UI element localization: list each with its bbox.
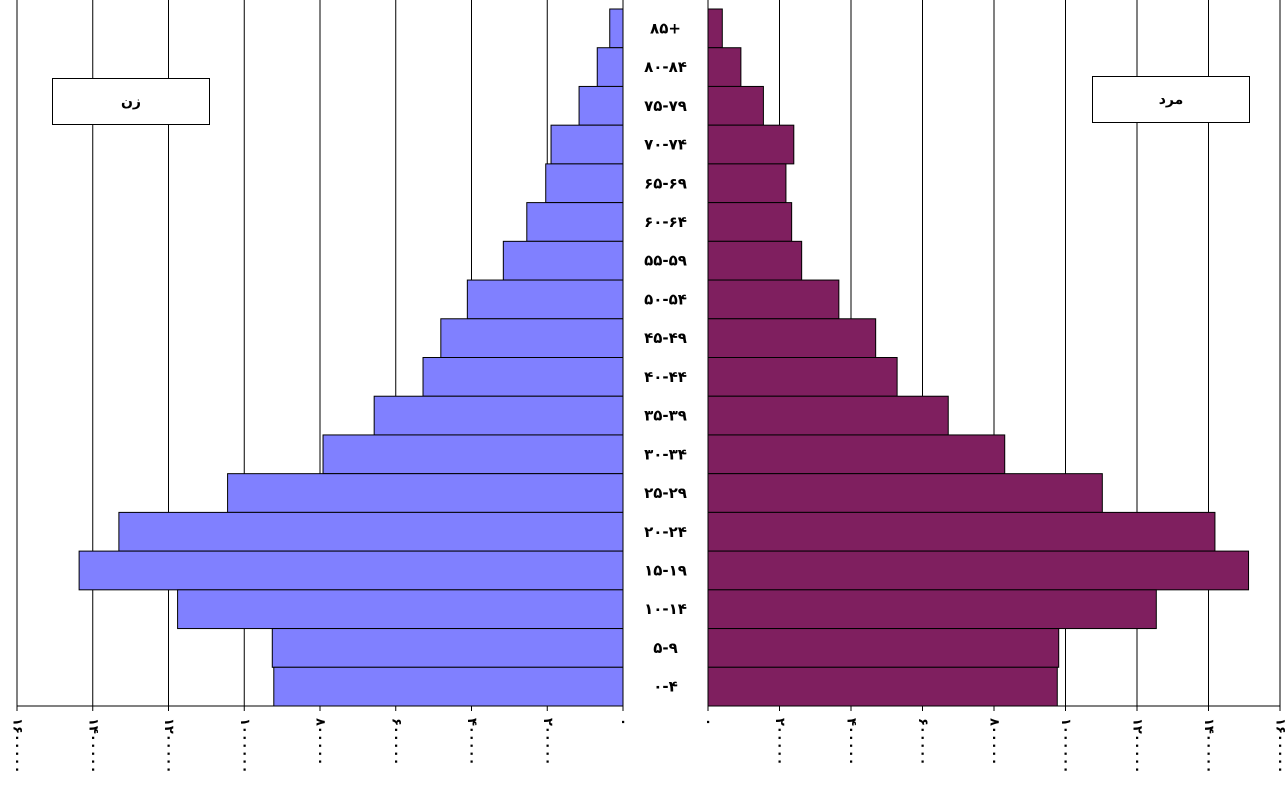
female-axis-tick-label: ۲۰۰۰۰۰ xyxy=(540,718,555,766)
bar-female xyxy=(609,8,624,49)
bar-female xyxy=(545,163,624,204)
bar-male xyxy=(707,628,1060,668)
female-axis-tick-label: ۸۰۰۰۰۰ xyxy=(313,718,328,766)
bar-female xyxy=(273,666,624,707)
bar-female xyxy=(177,589,624,630)
bar-male xyxy=(707,85,764,126)
bar-female xyxy=(550,124,624,165)
bar-male xyxy=(707,318,877,358)
bar-female xyxy=(596,47,624,87)
age-group-label: ۶۵-۶۹ xyxy=(644,174,687,192)
bar-male xyxy=(707,8,723,49)
bar-male xyxy=(707,589,1157,630)
bar-female xyxy=(466,279,624,320)
female-axis-tick-label: ۱۴۰۰۰۰۰ xyxy=(85,718,100,774)
male-axis-tick-label: ۰ xyxy=(701,718,716,726)
age-labels: ۸۵+ ۸۰-۸۴ ۷۵-۷۹ ۷۰-۷۴ ۶۵-۶۹ ۶۰-۶۴ ۵۵-۵۹ ۵۰-۵۴ ۴۵… xyxy=(644,19,687,695)
female-axis-tick-label: ۱۲۰۰۰۰۰ xyxy=(161,718,176,774)
age-group-label: ۸۵+ xyxy=(650,19,681,37)
female-axis-tick-label: ۶۰۰۰۰۰ xyxy=(388,718,403,766)
bar-male xyxy=(707,163,787,204)
bar-male xyxy=(707,550,1250,591)
bar-male xyxy=(707,240,803,281)
male-axis-tick-label: ۱۴۰۰۰۰۰ xyxy=(1201,718,1216,774)
bar-male xyxy=(707,47,742,87)
bar-male xyxy=(707,666,1058,707)
age-group-label: ۶۰-۶۴ xyxy=(644,213,687,231)
age-group-label: ۷۰-۷۴ xyxy=(644,136,687,154)
age-group-label: ۸۰-۸۴ xyxy=(644,58,687,76)
female-axis-tick-label: ۱۰۰۰۰۰۰ xyxy=(237,718,252,774)
male-axis-tick-label: ۴۰۰۰۰۰ xyxy=(844,718,859,766)
bar-male xyxy=(707,202,793,242)
axes xyxy=(16,0,1281,711)
bar-female xyxy=(78,550,624,591)
bar-male xyxy=(707,357,898,397)
age-group-label: ۵۵-۵۹ xyxy=(644,252,687,270)
male-axis-tick-label: ۲۰۰۰۰۰ xyxy=(772,718,787,766)
bar-female xyxy=(440,318,624,358)
age-group-label: ۱۵-۱۹ xyxy=(644,561,687,579)
age-group-label: ۵۰-۵۴ xyxy=(644,290,687,308)
bar-male xyxy=(707,473,1103,513)
male-axis-tick-label: ۱۰۰۰۰۰۰ xyxy=(1058,718,1073,774)
bar-male xyxy=(707,434,1006,475)
bar-female xyxy=(322,434,624,475)
age-group-label: ۰-۴ xyxy=(653,678,678,696)
bar-female xyxy=(227,473,624,513)
bar-female xyxy=(502,240,624,281)
age-group-label: ۴۵-۴۹ xyxy=(644,329,687,347)
legend-female: زن xyxy=(52,78,210,125)
bar-female xyxy=(373,395,624,436)
age-group-label: ۱۰-۱۴ xyxy=(644,600,687,618)
age-group-label: ۵-۹ xyxy=(653,639,678,657)
bar-female xyxy=(526,202,624,242)
female-axis-tick-label: ۱۶۰۰۰۰۰ xyxy=(10,718,25,774)
male-axis-tick-label: ۱۶۰۰۰۰۰ xyxy=(1273,718,1285,774)
bar-female xyxy=(422,357,624,397)
bar-male xyxy=(707,124,795,165)
male-axis-tick-label: ۱۲۰۰۰۰۰ xyxy=(1130,718,1145,774)
age-group-label: ۷۵-۷۹ xyxy=(644,97,687,115)
age-group-label: ۴۰-۴۴ xyxy=(644,368,687,386)
male-axis-tick-label: ۶۰۰۰۰۰ xyxy=(915,718,930,766)
tick-labels: ۱۶۰۰۰۰۰ ۱۴۰۰۰۰۰ ۱۲۰۰۰۰۰ ۱۰۰۰۰۰۰ ۸۰۰۰۰۰ ۶۰۰۰۰۰… xyxy=(10,718,1285,774)
female-axis-tick-label: ۴۰۰۰۰۰ xyxy=(464,718,479,766)
bar-male xyxy=(707,279,840,320)
bar-female xyxy=(271,628,624,668)
age-group-label: ۳۵-۳۹ xyxy=(644,407,687,425)
age-group-label: ۲۵-۲۹ xyxy=(644,484,687,502)
age-group-label: ۳۰-۳۴ xyxy=(644,445,687,463)
bar-male xyxy=(707,511,1216,552)
male-axis-tick-label: ۸۰۰۰۰۰ xyxy=(987,718,1002,766)
legend-male: مرد xyxy=(1092,76,1250,123)
bar-female xyxy=(118,511,624,552)
legend-male-label: مرد xyxy=(1158,91,1184,108)
bar-male xyxy=(707,395,949,436)
female-axis-tick-label: ۰ xyxy=(616,718,631,726)
legend-female-label: زن xyxy=(120,93,141,110)
bar-female xyxy=(578,85,624,126)
age-group-label: ۲۰-۲۴ xyxy=(644,523,687,541)
bars xyxy=(78,8,1250,707)
